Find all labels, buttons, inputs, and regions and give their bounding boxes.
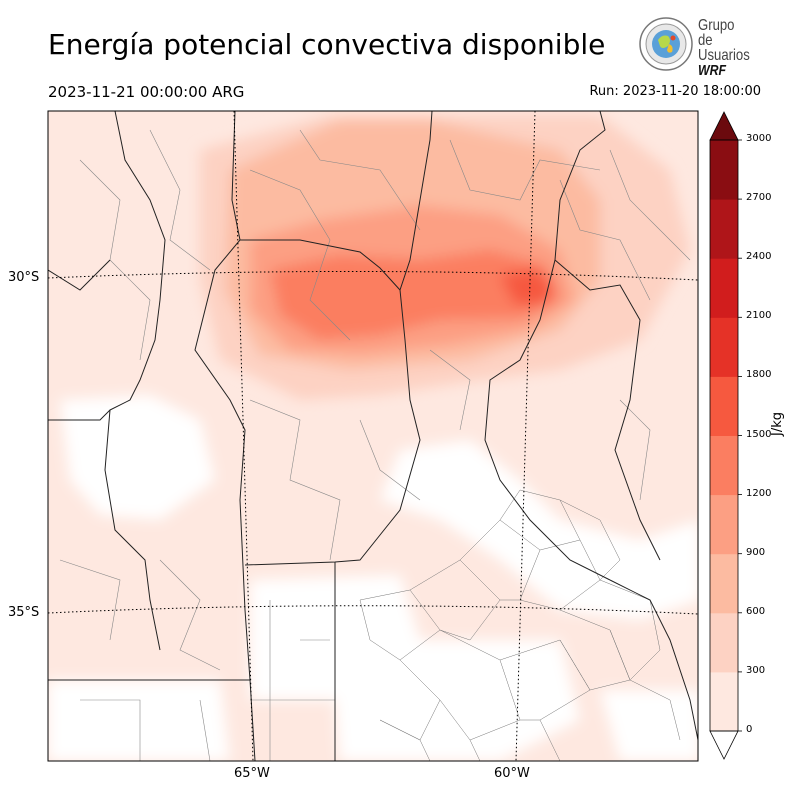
- colorbar-max-arrow: [709, 111, 739, 141]
- colorbar-band: [710, 140, 738, 200]
- colorbar-band: [710, 671, 738, 732]
- colorbar-tick-label: 1800: [746, 369, 772, 381]
- colorbar-band: [710, 317, 738, 377]
- colorbar-band: [710, 258, 738, 318]
- lat-label-30s: 30°S: [8, 270, 40, 285]
- colorbar-band: [710, 612, 738, 673]
- colorbar-tick-label: 900: [746, 546, 766, 558]
- colorbar-tick-label: 0: [746, 724, 753, 735]
- logo-line3: WRF: [698, 62, 727, 79]
- colorbar-tick-label: 600: [746, 605, 766, 617]
- colorbar-min-arrow: [709, 730, 739, 760]
- colorbar-tick-label: 2100: [746, 310, 772, 322]
- colorbar-tick-label: 1200: [746, 487, 772, 499]
- map-frame: [47, 110, 699, 762]
- graticule: [48, 111, 698, 761]
- logo-line1: Grupo de: [698, 17, 735, 49]
- colorbar: [709, 111, 742, 760]
- colorbar-band: [710, 553, 738, 614]
- valid-time: 2023-11-21 00:00:00 ARG: [48, 83, 245, 101]
- cape-field: [48, 111, 698, 761]
- colorbar-tick-label: 2400: [746, 251, 772, 263]
- lon-label-60w: 60°W: [494, 766, 530, 781]
- colorbar-tick-label: 2700: [746, 192, 772, 204]
- run-time: Run: 2023-11-20 18:00:00: [589, 84, 761, 99]
- wrf-logo: Grupo de Usuarios WRF: [638, 16, 758, 78]
- province-boundaries: [48, 111, 698, 761]
- logo-line2: Usuarios: [698, 47, 750, 64]
- colorbar-unit: J/kg: [770, 412, 785, 436]
- colorbar-band: [710, 494, 738, 555]
- buenos-aires-partidos: [359, 489, 681, 761]
- colorbar-tick-label: 1500: [746, 428, 772, 440]
- lon-label-65w: 65°W: [234, 766, 270, 781]
- colorbar-tick-label: 300: [746, 664, 766, 676]
- colorbar-band: [710, 376, 738, 436]
- colorbar-tick-label: 3000: [746, 133, 772, 144]
- lat-label-35s: 35°S: [8, 605, 40, 620]
- globe-icon: [639, 17, 693, 71]
- colorbar-band: [710, 435, 738, 496]
- chart-title: Energía potencial convectiva disponible: [48, 28, 606, 61]
- colorbar-band: [710, 199, 738, 259]
